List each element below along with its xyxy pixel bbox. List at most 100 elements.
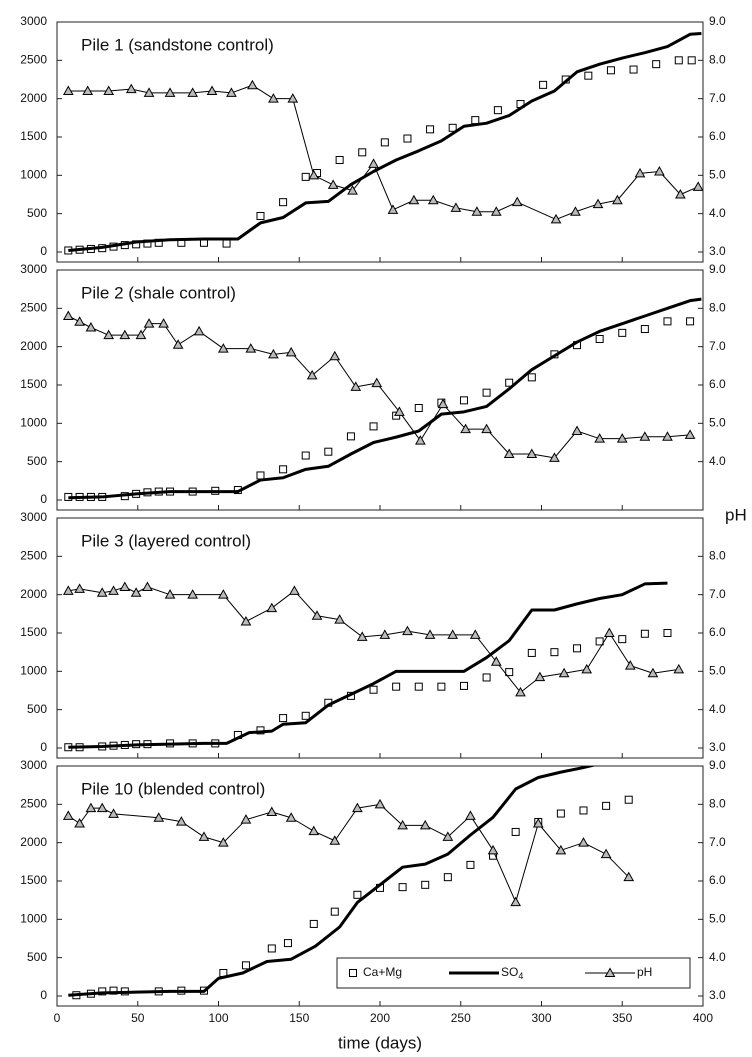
marker-square <box>687 56 696 65</box>
marker-triangle <box>600 848 612 859</box>
y-tick-label: 2000 <box>20 91 47 105</box>
marker-triangle <box>465 810 476 820</box>
x-tick-label: 400 <box>693 1011 713 1025</box>
marker-square <box>618 328 627 337</box>
marker-triangle <box>450 202 462 212</box>
marker-triangle <box>469 629 481 639</box>
marker-triangle <box>415 435 426 445</box>
marker-triangle <box>164 87 176 97</box>
y-tick-label: 1500 <box>20 129 47 143</box>
marker-square <box>584 71 593 80</box>
y2-tick-label: 7.0 <box>709 835 726 849</box>
y-tick-label: 1500 <box>20 873 47 887</box>
marker-square <box>618 635 627 644</box>
y2-tick-label: 6.0 <box>709 873 726 887</box>
y2-tick-label: 5.0 <box>709 168 726 182</box>
marker-square <box>346 432 355 441</box>
marker-triangle <box>623 871 635 882</box>
series-layer <box>62 297 702 501</box>
marker-triangle <box>206 85 218 95</box>
marker-triangle <box>511 196 523 207</box>
marker-triangle <box>427 194 439 205</box>
y-tick-label: 1000 <box>20 912 47 926</box>
y2-tick-label: 5.0 <box>709 416 726 430</box>
marker-triangle <box>193 325 205 336</box>
y2-tick-label: 3.0 <box>709 988 726 1002</box>
marker-triangle <box>119 329 131 340</box>
y2-tick-label: 3.0 <box>709 740 726 754</box>
marker-square <box>353 890 362 899</box>
marker-triangle <box>187 589 199 599</box>
marker-triangle <box>268 348 279 359</box>
marker-square <box>556 809 565 818</box>
marker-triangle <box>268 93 279 103</box>
y2-tick-label: 6.0 <box>709 129 726 143</box>
y-tick-label: 500 <box>27 950 47 964</box>
y2-tick-label: 6.0 <box>709 625 726 639</box>
marker-square <box>279 714 288 723</box>
y-tick-label: 1000 <box>20 664 47 678</box>
y-tick-label: 0 <box>40 988 47 1002</box>
x-tick-label: 50 <box>131 1011 145 1025</box>
marker-square <box>674 56 683 65</box>
marker-square <box>539 80 548 89</box>
marker-square <box>267 944 276 953</box>
marker-square <box>663 629 672 637</box>
y2-tick-label: 7.0 <box>709 339 726 353</box>
marker-square <box>421 880 430 889</box>
series-line <box>68 297 702 500</box>
marker-triangle <box>329 350 341 361</box>
marker-square <box>437 682 446 691</box>
y2-tick-label: 4.0 <box>709 206 726 220</box>
marker-triangle <box>217 589 229 599</box>
marker-triangle <box>96 587 108 597</box>
marker-triangle <box>662 431 673 441</box>
marker-square <box>403 134 412 143</box>
marker-square <box>459 396 468 405</box>
marker-triangle <box>371 377 383 388</box>
marker-triangle <box>285 346 297 357</box>
marker-triangle <box>347 185 358 195</box>
marker-triangle <box>142 581 153 591</box>
y2-tick-label: 8.0 <box>709 301 726 315</box>
marker-square <box>324 447 333 456</box>
marker-square <box>301 172 310 181</box>
marker-square <box>527 373 536 382</box>
marker-triangle <box>108 808 119 818</box>
marker-triangle <box>125 83 137 94</box>
y2-tick-label: 7.0 <box>709 587 726 601</box>
marker-square <box>414 404 423 412</box>
marker-triangle <box>74 817 85 828</box>
y-tick-label: 3000 <box>20 510 47 524</box>
chart-title: Pile 1 (sandstone control) <box>81 35 274 54</box>
marker-triangle <box>578 837 589 847</box>
marker-triangle <box>402 625 413 636</box>
chart-title: Pile 3 (layered control) <box>81 531 251 550</box>
y-tick-label: 1500 <box>20 377 47 391</box>
marker-square <box>482 388 491 397</box>
marker-triangle <box>634 167 646 178</box>
marker-square <box>398 883 407 892</box>
plot-frame <box>56 269 704 511</box>
marker-square <box>392 682 401 691</box>
marker-triangle <box>108 585 119 595</box>
marker-square <box>448 123 457 132</box>
y2-tick-label: 6.0 <box>709 377 726 391</box>
marker-triangle <box>394 406 405 416</box>
y2-tick-label: 5.0 <box>709 912 726 926</box>
marker-square <box>426 125 435 134</box>
marker-triangle <box>240 814 252 824</box>
legend-label: pH <box>637 965 652 979</box>
y-tick-label: 2000 <box>20 339 47 353</box>
y2-tick-label: 8.0 <box>709 549 726 563</box>
marker-triangle <box>143 318 155 328</box>
marker-triangle <box>424 629 436 639</box>
marker-square <box>573 644 582 653</box>
series-line <box>68 803 630 903</box>
marker-triangle <box>397 819 408 830</box>
y-tick-label: 1000 <box>20 416 47 430</box>
marker-triangle <box>352 802 363 813</box>
chart-title: Pile 2 (shale control) <box>81 283 236 302</box>
y2-axis-title: pH <box>725 505 747 524</box>
y2-tick-label: 9.0 <box>709 14 726 28</box>
